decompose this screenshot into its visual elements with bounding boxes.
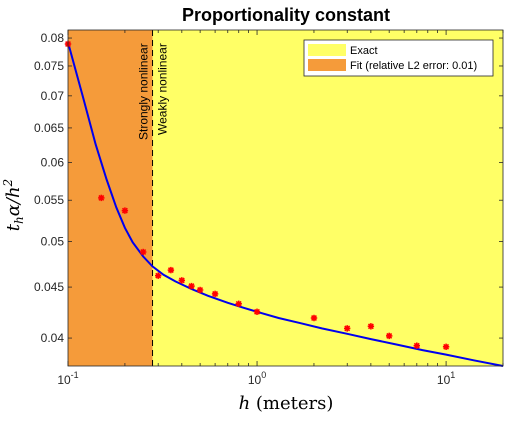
x-tick-label: 100: [248, 370, 266, 387]
region-label-strong: Strongly nonlinear: [137, 43, 151, 140]
region-label-weak: Weakly nonlinear: [156, 43, 170, 135]
exact-data-point: [386, 332, 393, 340]
exact-data-point: [188, 282, 195, 290]
exact-data-point: [310, 314, 318, 322]
chart-title: Proportionality constant: [182, 5, 390, 25]
legend: Exact Fit (relative L2 error: 0.01): [303, 39, 494, 77]
exact-data-point: [167, 266, 175, 274]
axes-box: [67, 29, 504, 367]
exact-data-point: [235, 300, 242, 307]
exact-data-point: [139, 248, 147, 256]
y-tick-label: 0.045: [34, 280, 64, 294]
legend-label-exact: Exact: [350, 45, 378, 57]
exact-data-point: [154, 272, 162, 279]
exact-data-point: [121, 207, 129, 214]
exact-data-point: [367, 323, 375, 330]
y-tick-label: 0.06: [41, 156, 65, 170]
y-tick-label: 0.07: [41, 89, 65, 103]
legend-label-fit: Fit (relative L2 error: 0.01): [350, 60, 477, 72]
exact-data-point: [442, 343, 450, 350]
fit-curve-line: [67, 42, 504, 367]
exact-data-point: [196, 286, 204, 294]
legend-swatch-exact: [308, 44, 346, 56]
exact-data-point: [98, 194, 105, 202]
x-tick-label: 101: [437, 370, 455, 387]
y-tick-label: 0.055: [34, 193, 64, 207]
strongly-nonlinear-region: [68, 30, 153, 366]
exact-data-point: [413, 342, 420, 349]
legend-swatch-fit: [308, 59, 346, 71]
exact-data-point: [253, 308, 261, 315]
y-axis-label: thα/h2: [1, 179, 26, 231]
y-tick-label: 0.08: [41, 31, 65, 45]
y-tick-label: 0.075: [34, 59, 64, 73]
exact-data-point: [178, 277, 186, 284]
y-tick-label: 0.065: [34, 121, 64, 135]
exact-data-point: [211, 290, 219, 298]
y-tick-label: 0.04: [41, 331, 65, 345]
exact-data-point: [344, 325, 351, 332]
x-tick-label: 10-1: [57, 370, 78, 387]
x-axis-label: h (meters): [239, 393, 334, 414]
y-tick-label: 0.05: [41, 234, 65, 248]
weakly-nonlinear-region: [152, 30, 504, 366]
